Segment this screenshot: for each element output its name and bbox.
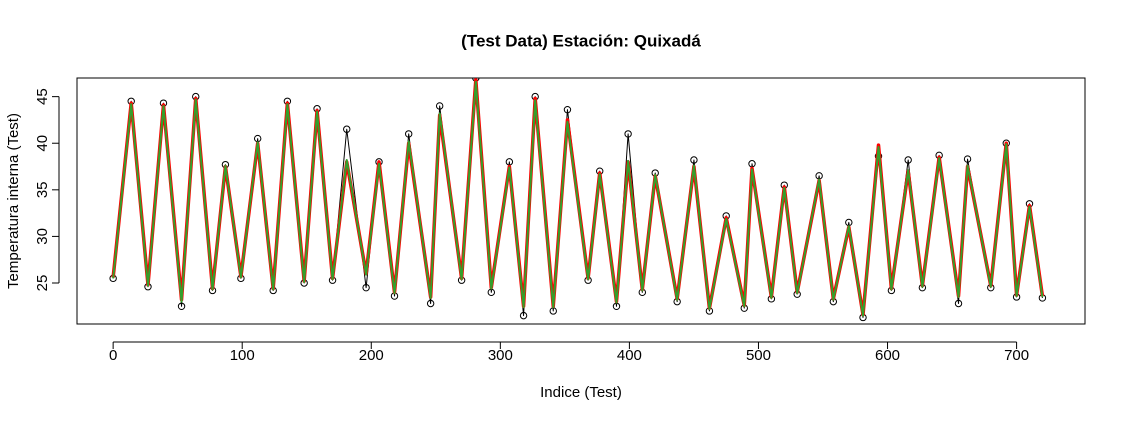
plot-frame <box>76 77 1086 325</box>
x-tick-label: 100 <box>230 347 255 364</box>
y-axis-label: Temperatura interna (Test) <box>5 113 22 289</box>
x-tick-label: 400 <box>617 347 642 364</box>
data-point <box>404 130 413 138</box>
y-tick-label: 30 <box>34 228 51 245</box>
x-tick-label: 500 <box>746 347 771 364</box>
data-point <box>690 156 698 164</box>
x-tick-label: 0 <box>109 347 117 364</box>
data-point <box>435 102 444 110</box>
x-tick-label: 600 <box>875 347 900 364</box>
x-tick-label: 300 <box>488 347 513 364</box>
y-tick-label: 45 <box>34 88 51 105</box>
data-point <box>954 299 963 308</box>
series-line <box>112 80 1044 317</box>
data-point <box>343 125 351 133</box>
data-point <box>177 302 186 310</box>
data-point <box>963 155 972 163</box>
data-point <box>904 156 912 164</box>
y-tick-label: 25 <box>34 275 51 292</box>
x-tick-label: 200 <box>359 347 384 364</box>
x-axis-label: Indice (Test) <box>540 384 622 401</box>
data-point <box>624 130 632 138</box>
plot-area <box>109 78 1047 322</box>
x-tick-label: 700 <box>1004 347 1029 364</box>
data-point <box>563 105 572 114</box>
data-point <box>426 299 435 308</box>
y-tick-label: 35 <box>34 181 51 198</box>
chart-title: (Test Data) Estación: Quixadá <box>461 31 701 50</box>
data-point <box>519 311 528 320</box>
data-point <box>362 283 370 292</box>
y-tick-label: 40 <box>34 135 51 152</box>
